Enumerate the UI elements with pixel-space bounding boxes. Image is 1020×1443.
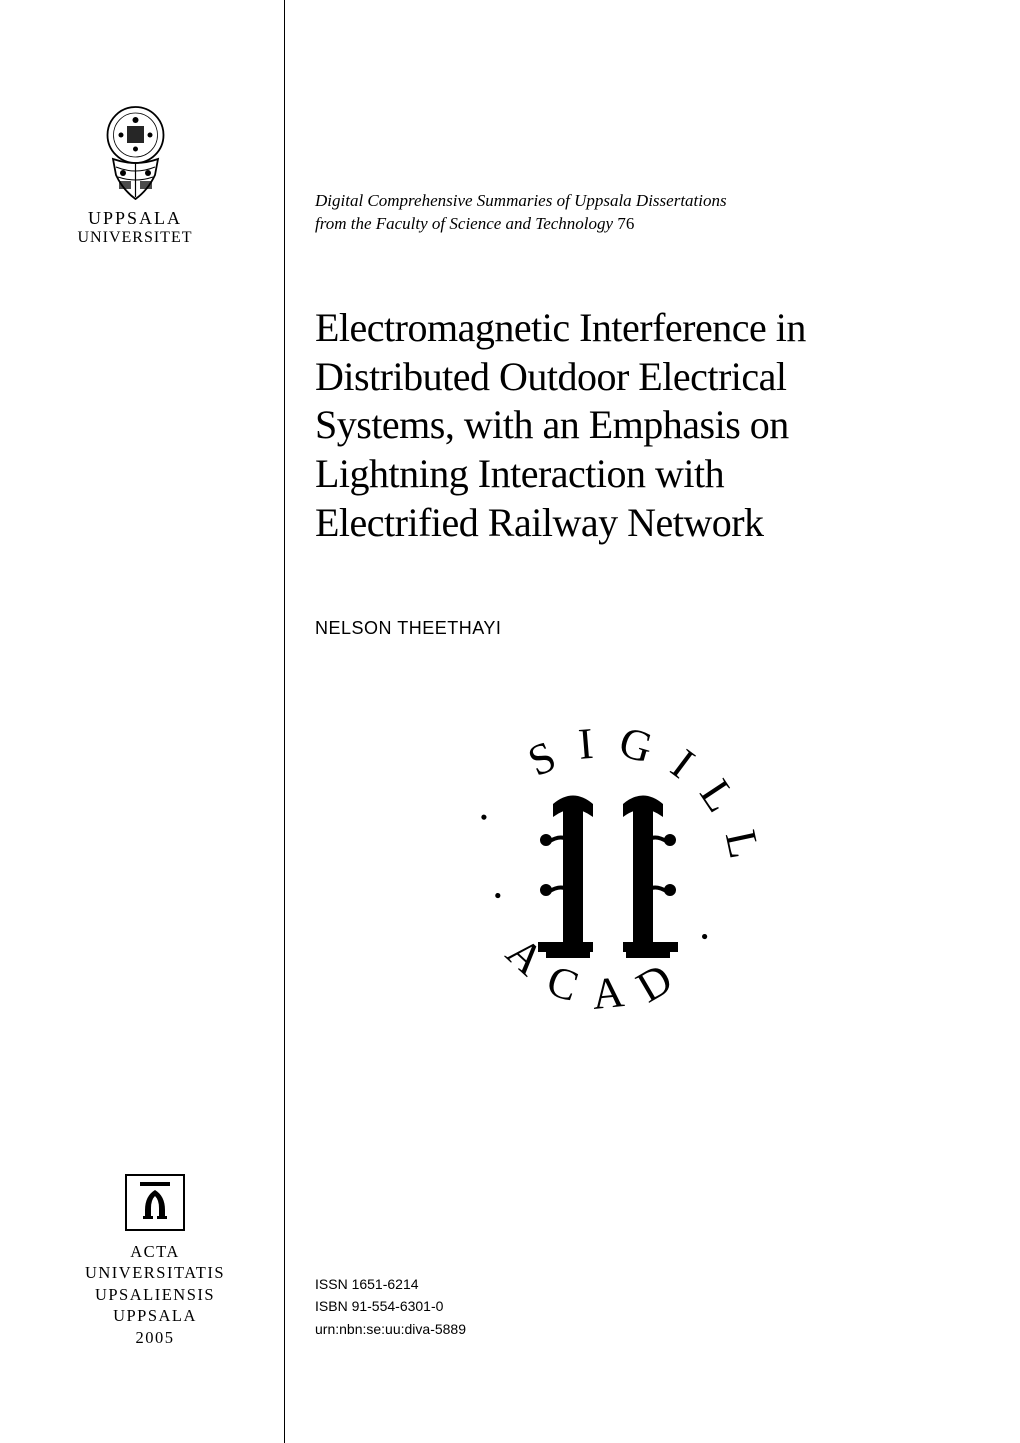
title-line4: Lightning Interaction with bbox=[315, 450, 940, 499]
title-line5: Electrified Railway Network bbox=[315, 499, 940, 548]
title-line3: Systems, with an Emphasis on bbox=[315, 401, 940, 450]
series-number: 76 bbox=[617, 214, 634, 233]
acta-line3: UPSALIENSIS bbox=[85, 1284, 225, 1305]
uppsala-logo-block: UPPSALA UNIVERSITET bbox=[65, 105, 205, 247]
uppsala-text-line2: UNIVERSITET bbox=[78, 229, 193, 247]
page-container: UPPSALA UNIVERSITET ACTA UNIVERSITATIS U… bbox=[0, 0, 1020, 1443]
acta-text: ACTA UNIVERSITATIS UPSALIENSIS UPPSALA 2… bbox=[85, 1241, 225, 1348]
seal-container: SIS · SIGILLVM VPSAL · ACAD · IN FAC bbox=[315, 687, 940, 1077]
author-name: NELSON THEETHAYI bbox=[315, 618, 940, 639]
left-column: UPPSALA UNIVERSITET ACTA UNIVERSITATIS U… bbox=[0, 0, 285, 1443]
publication-info: ISSN 1651-6214 ISBN 91-554-6301-0 urn:nb… bbox=[315, 1273, 466, 1340]
acta-line1: ACTA bbox=[85, 1241, 225, 1262]
series-line2-prefix: from the Faculty of Science and Technolo… bbox=[315, 214, 617, 233]
university-seal-icon: SIS · SIGILLVM VPSAL · ACAD · IN FAC bbox=[413, 687, 803, 1077]
acta-line4: UPPSALA bbox=[85, 1305, 225, 1326]
right-column: Digital Comprehensive Summaries of Uppsa… bbox=[285, 0, 1020, 1443]
issn: ISSN 1651-6214 bbox=[315, 1273, 466, 1295]
acta-logo-box bbox=[125, 1174, 185, 1231]
isbn: ISBN 91-554-6301-0 bbox=[315, 1295, 466, 1317]
acta-block: ACTA UNIVERSITATIS UPSALIENSIS UPPSALA 2… bbox=[65, 1174, 245, 1348]
title-line2: Distributed Outdoor Electrical bbox=[315, 353, 940, 402]
urn: urn:nbn:se:uu:diva-5889 bbox=[315, 1318, 466, 1340]
series-line2: from the Faculty of Science and Technolo… bbox=[315, 213, 940, 236]
acta-glyph-icon bbox=[137, 1182, 173, 1220]
acta-line5: 2005 bbox=[85, 1327, 225, 1348]
series-line1: Digital Comprehensive Summaries of Uppsa… bbox=[315, 190, 940, 213]
uppsala-wordmark: UPPSALA UNIVERSITET bbox=[78, 208, 193, 247]
main-title: Electromagnetic Interference in Distribu… bbox=[315, 304, 940, 548]
uppsala-crest-icon bbox=[93, 105, 178, 200]
acta-line2: UNIVERSITATIS bbox=[85, 1262, 225, 1283]
title-line1: Electromagnetic Interference in bbox=[315, 304, 940, 353]
uppsala-text-line1: UPPSALA bbox=[78, 208, 193, 229]
series-block: Digital Comprehensive Summaries of Uppsa… bbox=[315, 190, 940, 236]
svg-text:SIS · SIGILLVM: SIS · SIGILLVM bbox=[413, 687, 773, 880]
